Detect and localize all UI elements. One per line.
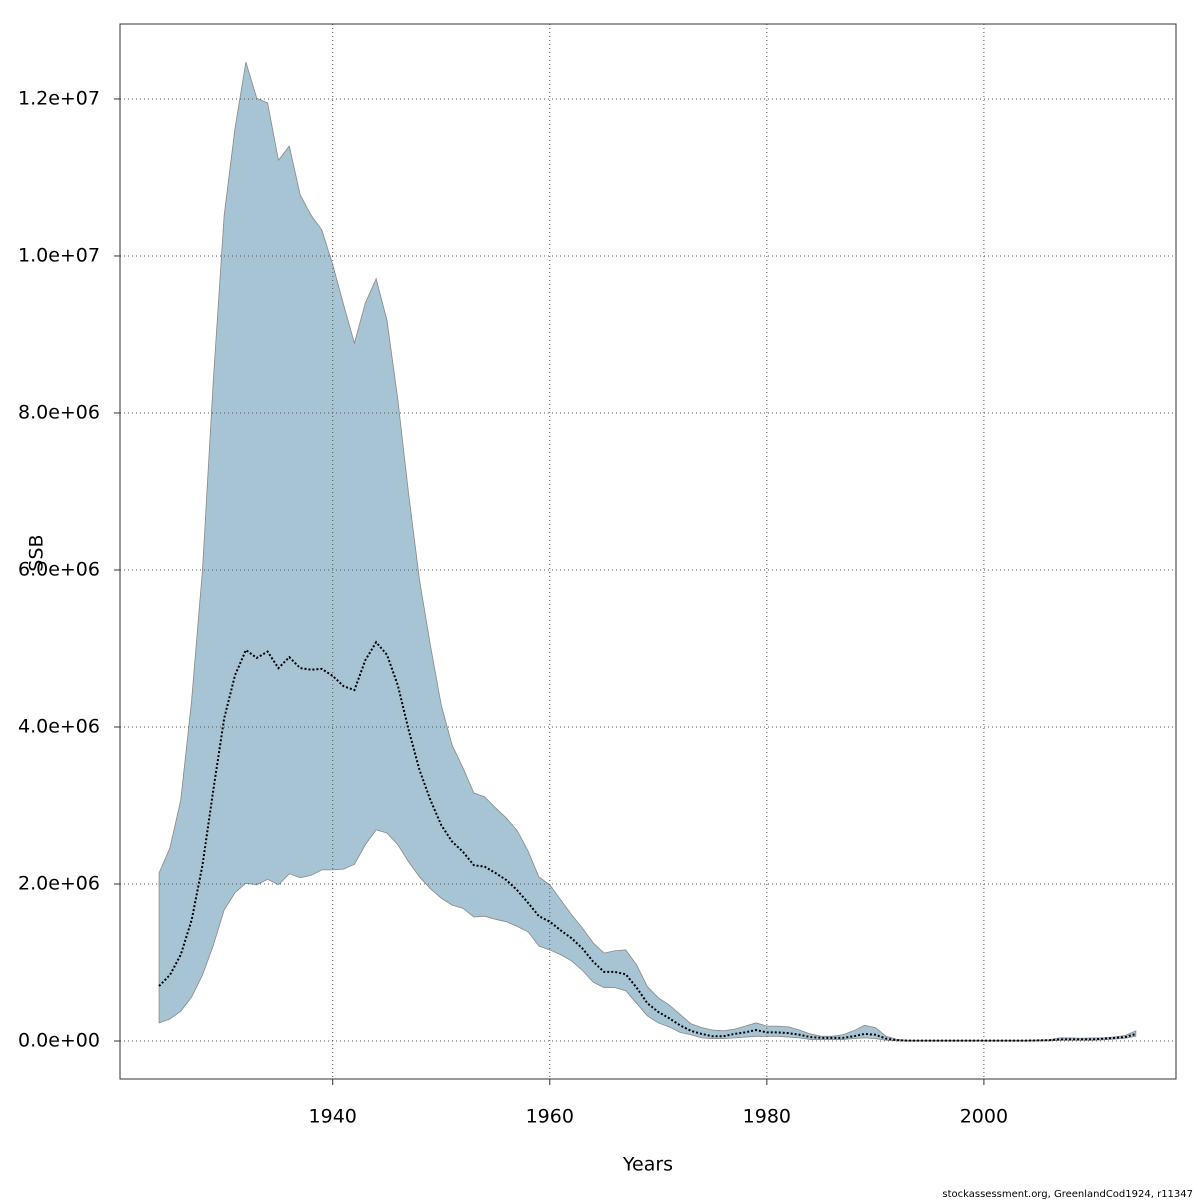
y-axis-label: SSB <box>26 534 48 571</box>
y-tick-label: 2.0e+06 <box>18 872 100 894</box>
y-tick-label: 6.0e+06 <box>18 558 100 580</box>
y-tick-label: 4.0e+06 <box>18 715 100 737</box>
footer: stockassessment.org, GreenlandCod1924, r… <box>942 1189 1193 1200</box>
x-tick-label: 2000 <box>960 1106 1008 1128</box>
x-tick-label: 1960 <box>526 1106 574 1128</box>
x-axis-label: Years <box>622 1154 673 1176</box>
y-tick-label: 1.0e+07 <box>18 244 100 266</box>
x-tick-label: 1940 <box>309 1106 357 1128</box>
y-tick-label: 8.0e+06 <box>18 401 100 423</box>
estimate-line <box>158 640 1137 1042</box>
y-tick-label: 1.2e+07 <box>18 87 100 109</box>
plot-frame <box>119 23 1177 1080</box>
x-tick-label: 1980 <box>743 1106 791 1128</box>
confidence-band <box>158 61 1137 1042</box>
y-tick-label: 0.0e+00 <box>18 1030 100 1052</box>
